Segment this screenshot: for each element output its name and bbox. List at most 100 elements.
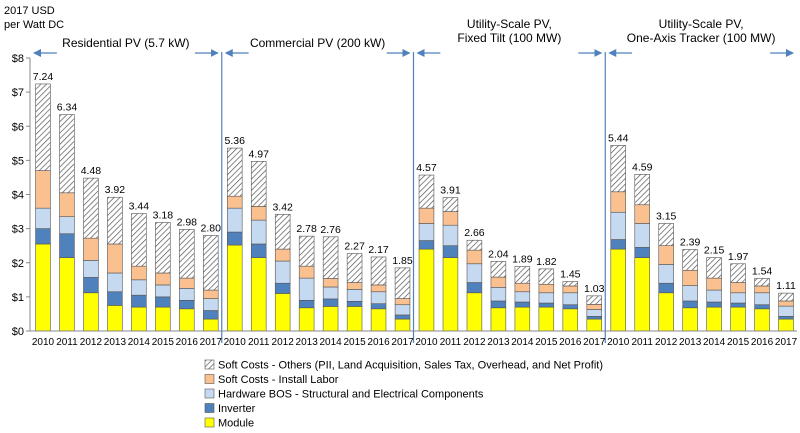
bar-segment-module bbox=[754, 308, 770, 332]
bar-total-label: 2.39 bbox=[680, 236, 701, 248]
bar-segment-labor bbox=[59, 192, 75, 217]
bar-segment-module bbox=[59, 257, 75, 332]
bar-segment-labor bbox=[538, 283, 555, 294]
year-tick-label: 2013 bbox=[487, 337, 510, 348]
legend-label-labor: Soft Costs - Install Labor bbox=[218, 374, 339, 386]
bar-segment-module bbox=[538, 306, 555, 332]
bar-segment-labor bbox=[274, 248, 291, 262]
bar-segment-module bbox=[610, 248, 626, 332]
year-tick-label: 2015 bbox=[343, 337, 366, 348]
bar-total-label: 4.57 bbox=[416, 162, 437, 174]
bar-segment-hardware bbox=[562, 292, 579, 306]
y-tick-label: $8 bbox=[12, 53, 24, 65]
bar-segment-others bbox=[179, 229, 195, 279]
y-unit-label-line-1: 2017 USD bbox=[4, 5, 55, 17]
bar-segment-inverter bbox=[107, 291, 123, 306]
bar-segment-labor bbox=[203, 289, 219, 299]
bar-segment-labor bbox=[227, 195, 243, 209]
bar-segment-inverter bbox=[274, 282, 291, 294]
bar-segment-module bbox=[490, 307, 507, 332]
bar-segment-labor bbox=[250, 206, 267, 221]
bar-segment-module bbox=[35, 243, 51, 332]
bar-segment-labor bbox=[466, 249, 483, 265]
bar-total-label: 2.15 bbox=[704, 245, 725, 257]
bar-segment-inverter bbox=[634, 247, 650, 258]
y-tick-label: $3 bbox=[12, 224, 24, 236]
y-tick-label: $4 bbox=[12, 190, 24, 202]
bar-segment-module bbox=[706, 306, 722, 332]
bar-segment-labor bbox=[562, 285, 579, 294]
bar-segment-others bbox=[442, 197, 459, 212]
bar-segment-hardware bbox=[754, 292, 770, 306]
legend-swatch-others bbox=[204, 359, 215, 370]
year-tick-label: 2016 bbox=[559, 337, 582, 348]
bar-segment-inverter bbox=[35, 228, 51, 245]
bar-segment-labor bbox=[298, 265, 315, 279]
segment-separators: Residential PV (5.7 kW) Commercial PV (20… bbox=[33, 17, 794, 343]
bar-segment-module bbox=[370, 308, 387, 332]
bar-segment-hardware bbox=[634, 223, 650, 248]
bar-segment-labor bbox=[634, 204, 650, 224]
bar-segment-module bbox=[730, 306, 746, 332]
bar-segment-module bbox=[298, 307, 315, 332]
bar-segment-module bbox=[346, 306, 363, 332]
bar-segment-hardware bbox=[490, 287, 507, 302]
bar-segment-inverter bbox=[562, 304, 579, 310]
year-tick-label: 2012 bbox=[80, 337, 103, 348]
bar-total-label: 1.82 bbox=[536, 256, 557, 268]
bar-total-label: 5.36 bbox=[225, 135, 246, 147]
bar-segment-hardware bbox=[370, 291, 387, 305]
bar-total-label: 4.59 bbox=[632, 161, 653, 173]
bar-segment-hardware bbox=[107, 272, 123, 293]
bar-segment-others bbox=[514, 266, 531, 284]
bar-segment-inverter bbox=[83, 277, 99, 294]
bar-segment-others bbox=[107, 196, 123, 245]
bar-segment-others bbox=[346, 253, 363, 283]
year-tick-label: 2010 bbox=[32, 337, 55, 348]
bar-total-label: 1.54 bbox=[752, 265, 773, 277]
year-tick-label: 2017 bbox=[583, 337, 606, 348]
bar-segment-labor bbox=[370, 284, 387, 293]
legend-label-inverter: Inverter bbox=[218, 403, 256, 415]
bar-segment-others bbox=[778, 292, 794, 302]
bar-segment-labor bbox=[35, 170, 51, 209]
bar-segment-hardware bbox=[610, 211, 626, 240]
bar-total-label: 3.44 bbox=[129, 201, 150, 213]
segment-label: Fixed Tilt (100 MW) bbox=[457, 31, 561, 45]
bar-segment-others bbox=[562, 281, 579, 287]
bar-segment-hardware bbox=[179, 288, 195, 301]
bar-segment-hardware bbox=[418, 223, 435, 241]
year-tick-label: 2010 bbox=[224, 337, 247, 348]
bar-total-label: 5.44 bbox=[608, 132, 629, 144]
bar-segment-inverter bbox=[514, 301, 531, 308]
bar-segment-inverter bbox=[418, 240, 435, 250]
y-tick-label: $6 bbox=[12, 121, 24, 133]
bar-segment-hardware bbox=[298, 277, 315, 301]
bar-total-label: 4.97 bbox=[248, 148, 269, 160]
bar-segment-module bbox=[322, 306, 339, 332]
y-tick-label: $1 bbox=[12, 292, 24, 304]
bar-segment-others bbox=[610, 145, 626, 193]
bar-segment-labor bbox=[778, 300, 794, 307]
bar-segment-hardware bbox=[706, 289, 722, 303]
y-axis: $0 $1 $2 $3 $4 $5 $6 $7 $8 bbox=[12, 53, 31, 338]
bar-segment-others bbox=[466, 239, 483, 251]
x-axis: 2010 2011 2012 2013 2014 2015 2016 2017 2010 2011… bbox=[30, 330, 798, 348]
legend-label-module: Module bbox=[218, 418, 254, 430]
bar-segment-others bbox=[754, 278, 770, 287]
bar-segment-hardware bbox=[394, 304, 411, 316]
bar-segment-inverter bbox=[322, 298, 339, 307]
bar-segment-labor bbox=[586, 304, 602, 310]
bar-segment-others bbox=[203, 235, 219, 291]
bar-segment-hardware bbox=[346, 289, 363, 302]
bar-segment-others bbox=[250, 161, 267, 207]
bar-segment-inverter bbox=[778, 316, 794, 320]
bar-segment-module bbox=[179, 308, 195, 332]
bar-segment-module bbox=[394, 318, 411, 332]
bar-segment-labor bbox=[514, 282, 531, 293]
bar-segment-module bbox=[562, 308, 579, 332]
bar-segment-hardware bbox=[203, 298, 219, 311]
bar-segment-inverter bbox=[346, 301, 363, 307]
bar-segment-others bbox=[730, 263, 746, 283]
bar-total-label: 4.48 bbox=[81, 165, 102, 177]
